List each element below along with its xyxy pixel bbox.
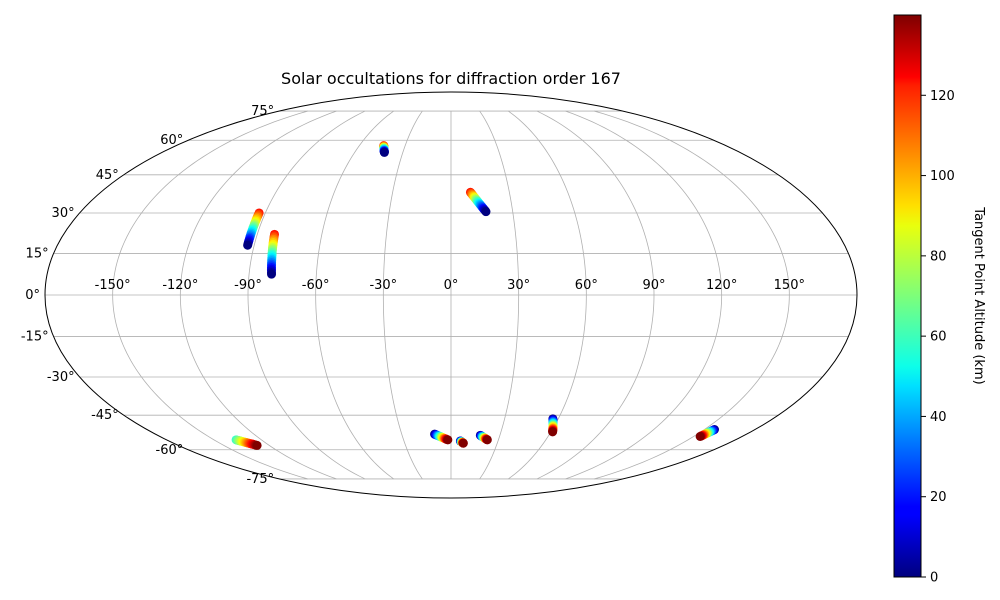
longitude-tick-label: -150° — [95, 278, 131, 293]
latitude-tick-label: 45° — [96, 168, 119, 183]
colorbar-tick-label: 60 — [930, 330, 947, 345]
colorbar — [893, 14, 922, 578]
longitude-gridline — [179, 110, 337, 480]
longitude-tick-label: -90° — [234, 278, 262, 293]
latitude-tick-label: 60° — [160, 133, 183, 148]
longitude-gridline — [382, 110, 423, 480]
longitude-gridline — [479, 110, 520, 480]
longitude-tick-label: 30° — [507, 278, 530, 293]
longitude-tick-label: 60° — [575, 278, 598, 293]
longitude-gridline — [315, 110, 394, 480]
occultation-point — [443, 435, 453, 445]
occultation-point — [252, 440, 262, 450]
longitude-tick-label: 0° — [444, 278, 459, 293]
occultation-point — [481, 207, 491, 217]
latitude-tick-labels: 75° 60° 45° 30° 15° 0° -15° -30° -45° -60° -75° — [21, 104, 274, 487]
colorbar-tick-label: 0 — [930, 571, 938, 586]
occultation-point — [458, 438, 468, 448]
latitude-tick-label: -15° — [21, 330, 49, 345]
latitude-tick-label: -30° — [47, 370, 75, 385]
longitude-tick-label: 120° — [706, 278, 737, 293]
colorbar-label: Tangent Point Altitude (km) — [971, 206, 986, 384]
longitude-tick-label: 90° — [642, 278, 665, 293]
latitude-tick-label: -60° — [156, 443, 184, 458]
colorbar-tick-label: 100 — [930, 169, 955, 184]
latitude-tick-label: -45° — [91, 408, 119, 423]
occultation-point — [267, 269, 277, 279]
longitude-gridline — [594, 110, 790, 480]
longitude-gridline — [112, 110, 308, 480]
longitude-gridline — [536, 110, 655, 480]
chart-title: Solar occultations for diffraction order… — [281, 69, 621, 88]
colorbar-tick-label: 80 — [930, 249, 947, 264]
latitude-tick-label: 30° — [52, 206, 75, 221]
longitude-gridline — [247, 110, 366, 480]
occultation-tracks — [231, 141, 719, 450]
longitude-tick-label: 150° — [774, 278, 805, 293]
colorbar-tick-label: 40 — [930, 410, 947, 425]
colorbar-ticks: 0 20 40 60 80 100 120 — [921, 89, 955, 586]
latitude-tick-label: 15° — [26, 246, 49, 261]
latitude-tick-label: -75° — [246, 472, 274, 487]
longitude-tick-label: -60° — [302, 278, 330, 293]
occultation-point — [548, 427, 558, 437]
latitude-tick-label: 75° — [251, 104, 274, 119]
occultation-point — [379, 147, 389, 157]
longitude-gridline — [565, 110, 723, 480]
longitude-tick-label: -30° — [369, 278, 397, 293]
latitude-tick-label: 0° — [25, 288, 40, 303]
map-grid — [45, 110, 857, 480]
longitude-tick-labels: -150° -120° -90° -60° -30° 0° 30° 60° 90° 120° 150… — [95, 278, 805, 293]
colorbar-tick-label: 20 — [930, 490, 947, 505]
map-boundary — [44, 91, 858, 499]
colorbar-tick-label: 120 — [930, 89, 955, 104]
occultation-point — [243, 240, 253, 250]
longitude-tick-label: -120° — [162, 278, 198, 293]
occultation-point — [695, 431, 705, 441]
occultation-point — [482, 435, 492, 445]
